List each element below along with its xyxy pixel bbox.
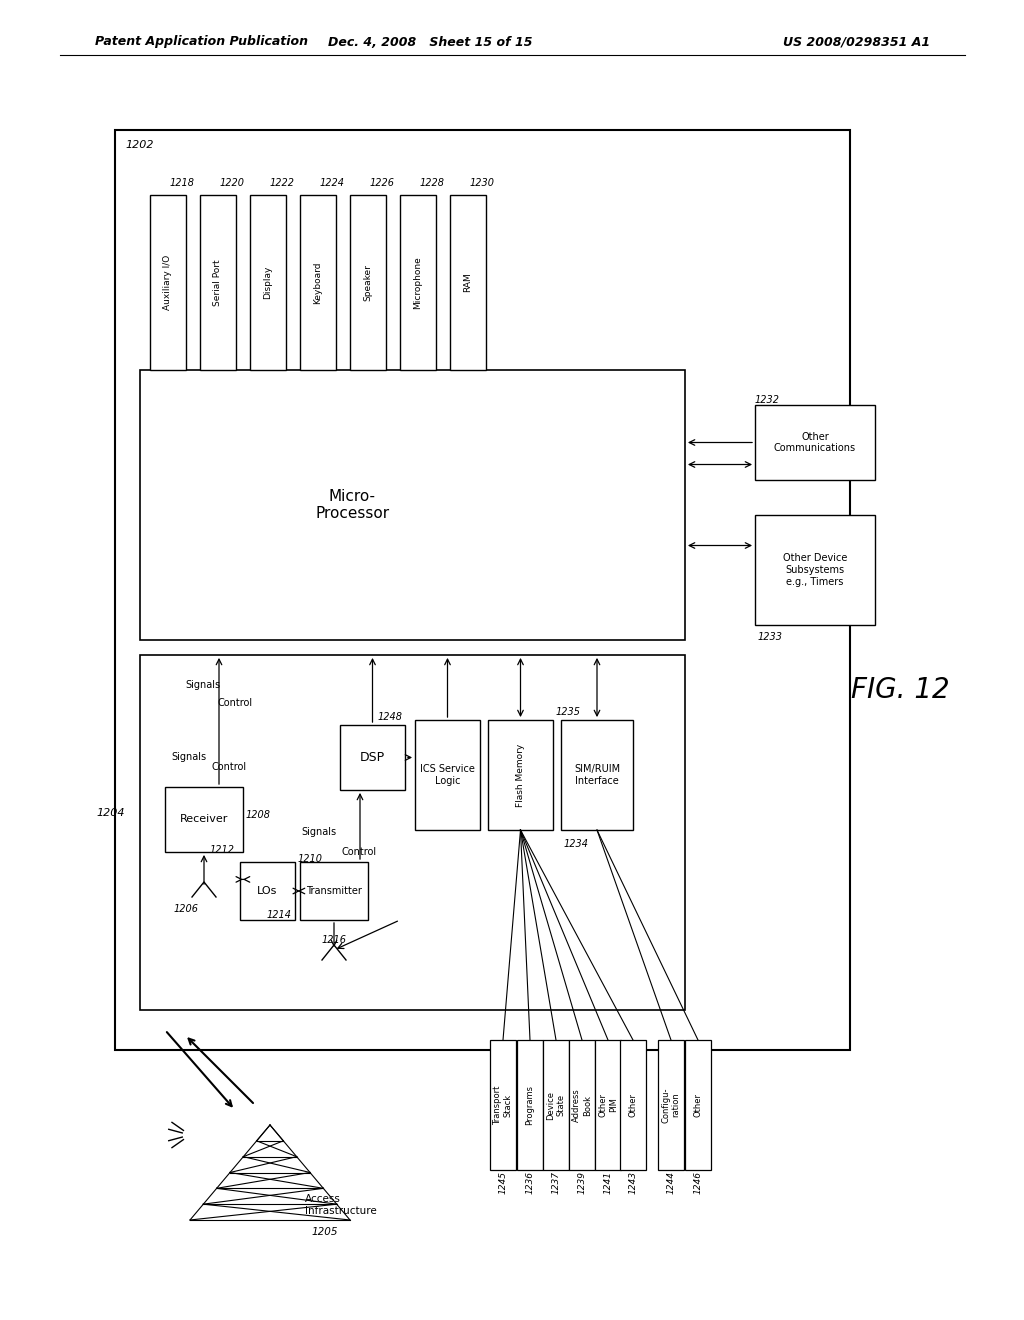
Text: 1239: 1239 <box>578 1171 587 1193</box>
Bar <box>415 719 480 830</box>
Text: 1244: 1244 <box>667 1171 676 1193</box>
Text: 1228: 1228 <box>420 178 445 187</box>
Text: Other: Other <box>693 1093 702 1117</box>
Text: Control: Control <box>218 698 253 708</box>
Text: 1241: 1241 <box>603 1171 612 1193</box>
Bar <box>350 195 386 370</box>
Text: 1206: 1206 <box>173 904 199 913</box>
Text: Display: Display <box>263 265 272 300</box>
Text: 1216: 1216 <box>322 935 346 945</box>
Text: Micro-
Processor: Micro- Processor <box>315 488 389 521</box>
Bar <box>140 655 685 1010</box>
Text: 1236: 1236 <box>525 1171 535 1193</box>
Bar <box>561 719 633 830</box>
Text: Other
Communications: Other Communications <box>774 432 856 453</box>
Text: 1246: 1246 <box>693 1171 702 1193</box>
Text: Transport
Stack: Transport Stack <box>494 1085 513 1125</box>
Bar <box>755 515 874 624</box>
Text: 1248: 1248 <box>378 711 402 722</box>
Text: 1230: 1230 <box>470 178 495 187</box>
Text: RAM: RAM <box>464 273 472 292</box>
Text: Address
Book: Address Book <box>572 1088 592 1122</box>
Text: Signals: Signals <box>171 752 207 762</box>
Bar <box>658 1040 684 1170</box>
Text: 1220: 1220 <box>220 178 245 187</box>
Text: Other
PIM: Other PIM <box>598 1093 617 1117</box>
Text: LOs: LOs <box>257 886 278 896</box>
Text: US 2008/0298351 A1: US 2008/0298351 A1 <box>783 36 930 49</box>
Text: 1243: 1243 <box>629 1171 638 1193</box>
Text: Signals: Signals <box>185 680 220 690</box>
Text: 1222: 1222 <box>270 178 295 187</box>
Text: 1224: 1224 <box>319 178 345 187</box>
Text: Flash Memory: Flash Memory <box>516 743 525 807</box>
Bar <box>595 1040 621 1170</box>
Bar <box>685 1040 711 1170</box>
Text: Configu-
ration: Configu- ration <box>662 1088 681 1123</box>
Text: Other: Other <box>629 1093 638 1117</box>
Text: Programs: Programs <box>525 1085 535 1125</box>
Text: FIG. 12: FIG. 12 <box>851 676 949 704</box>
Bar <box>517 1040 543 1170</box>
Bar <box>569 1040 595 1170</box>
Bar <box>340 725 406 789</box>
Bar <box>115 129 850 1049</box>
Text: 1208: 1208 <box>246 809 271 820</box>
Text: 1210: 1210 <box>298 854 323 865</box>
Bar <box>140 370 685 640</box>
Text: Device
State: Device State <box>546 1090 565 1119</box>
Text: 1232: 1232 <box>755 395 780 405</box>
Text: SIM/RUIM
Interface: SIM/RUIM Interface <box>573 764 621 785</box>
Text: Signals: Signals <box>301 828 337 837</box>
Text: Keyboard: Keyboard <box>313 261 323 304</box>
Text: Control: Control <box>341 847 377 857</box>
Bar <box>755 405 874 480</box>
Text: Speaker: Speaker <box>364 264 373 301</box>
Text: 1237: 1237 <box>552 1171 560 1193</box>
Bar <box>543 1040 569 1170</box>
Text: 1233: 1233 <box>758 632 783 642</box>
Text: Other Device
Subsystems
e.g., Timers: Other Device Subsystems e.g., Timers <box>782 553 847 586</box>
Bar <box>620 1040 646 1170</box>
Bar <box>450 195 486 370</box>
Text: 1226: 1226 <box>370 178 395 187</box>
Text: ICS Service
Logic: ICS Service Logic <box>420 764 475 785</box>
Text: 1218: 1218 <box>170 178 195 187</box>
Bar <box>150 195 186 370</box>
Text: Control: Control <box>211 762 247 772</box>
Text: 1212: 1212 <box>210 845 234 855</box>
Text: 1234: 1234 <box>564 840 589 849</box>
Text: Patent Application Publication: Patent Application Publication <box>95 36 308 49</box>
Bar <box>300 862 368 920</box>
Text: Transmitter: Transmitter <box>306 886 361 896</box>
Text: 1204: 1204 <box>96 808 125 817</box>
Text: Microphone: Microphone <box>414 256 423 309</box>
Text: Serial Port: Serial Port <box>213 259 222 306</box>
Text: 1202: 1202 <box>125 140 154 150</box>
Text: Auxiliary I/O: Auxiliary I/O <box>164 255 172 310</box>
Text: 1245: 1245 <box>499 1171 508 1193</box>
Bar <box>300 195 336 370</box>
Text: Dec. 4, 2008   Sheet 15 of 15: Dec. 4, 2008 Sheet 15 of 15 <box>328 36 532 49</box>
Text: 1214: 1214 <box>267 909 292 920</box>
Bar <box>400 195 436 370</box>
Text: DSP: DSP <box>360 751 385 764</box>
Text: Access
Infrastructure: Access Infrastructure <box>305 1195 377 1216</box>
Bar <box>490 1040 516 1170</box>
Text: Receiver: Receiver <box>180 814 228 825</box>
Bar <box>488 719 553 830</box>
Text: 1205: 1205 <box>311 1228 338 1237</box>
Text: 1235: 1235 <box>556 708 581 717</box>
Bar <box>200 195 236 370</box>
Bar <box>250 195 286 370</box>
Bar <box>165 787 243 851</box>
Bar <box>240 862 295 920</box>
